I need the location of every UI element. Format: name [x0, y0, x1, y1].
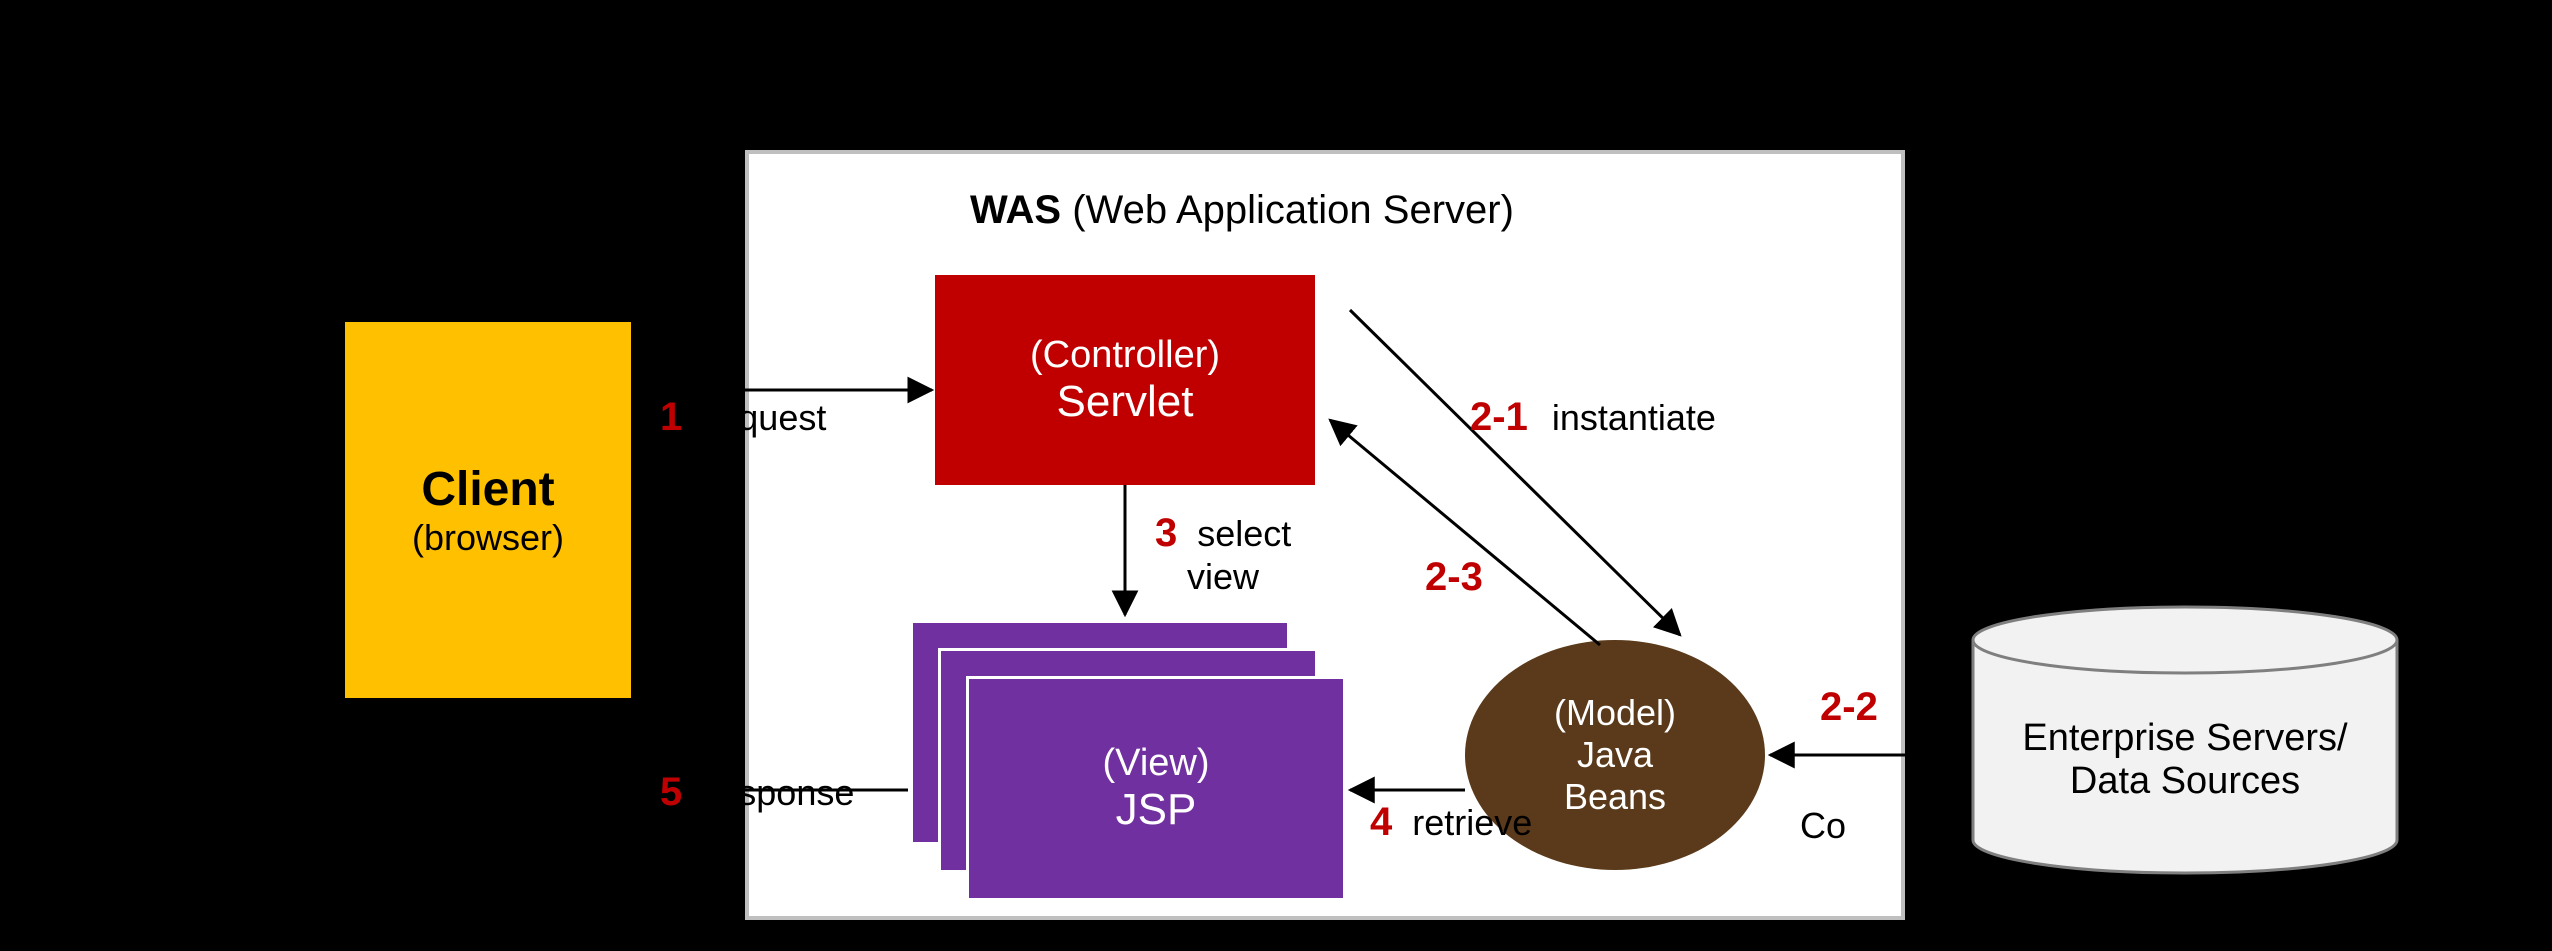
beans-line3: Beans	[1564, 776, 1666, 818]
num-1: 1	[660, 395, 682, 439]
was-title-bold: WAS	[970, 188, 1061, 232]
jsp-card-front: (View) JSP	[966, 676, 1346, 901]
num-4: 4	[1370, 800, 1392, 844]
servlet-line2: Servlet	[1057, 377, 1194, 427]
datasource-line1: Enterprise Servers/	[2022, 717, 2347, 760]
was-title-rest: (Web Application Server)	[1061, 188, 1514, 232]
label-2-2: 2-2	[1820, 685, 1878, 730]
num-5: 5	[660, 770, 682, 814]
num-3: 3	[1155, 511, 1177, 555]
datasource-label: Enterprise Servers/ Data Sources	[1970, 700, 2400, 820]
label-5: 5 response	[660, 770, 854, 815]
label-3: 3 select view	[1155, 510, 1291, 597]
txt-select: select	[1197, 513, 1291, 554]
label-1: 1 request	[660, 395, 826, 440]
label-2-2-co: Co	[1800, 805, 1846, 847]
txt-retrieve: retrieve	[1412, 802, 1532, 843]
servlet-box: (Controller) Servlet	[935, 275, 1315, 485]
txt-instantiate: instantiate	[1552, 397, 1716, 438]
num-2-1: 2-1	[1470, 395, 1528, 439]
client-title: Client	[421, 462, 554, 517]
jsp-line2: JSP	[1116, 785, 1197, 835]
num-2-3: 2-3	[1425, 555, 1483, 599]
label-4: 4 retrieve	[1370, 800, 1532, 845]
jsp-line1: (View)	[1103, 742, 1210, 785]
beans-line2: Java	[1577, 734, 1653, 776]
datasource-line2: Data Sources	[2070, 760, 2300, 803]
txt-request: request	[706, 397, 826, 438]
txt-response: response	[706, 772, 854, 813]
label-2-1: 2-1 instantiate	[1470, 395, 1716, 440]
client-sub: (browser)	[412, 517, 564, 559]
beans-line1: (Model)	[1554, 692, 1676, 734]
num-2-2: 2-2	[1820, 685, 1878, 729]
client-box: Client (browser)	[343, 320, 633, 700]
servlet-line1: (Controller)	[1030, 334, 1220, 377]
txt-view: view	[1187, 556, 1259, 597]
label-2-3: 2-3	[1425, 555, 1483, 600]
txt-co: Co	[1800, 805, 1846, 846]
was-title: WAS (Web Application Server)	[970, 188, 1514, 233]
